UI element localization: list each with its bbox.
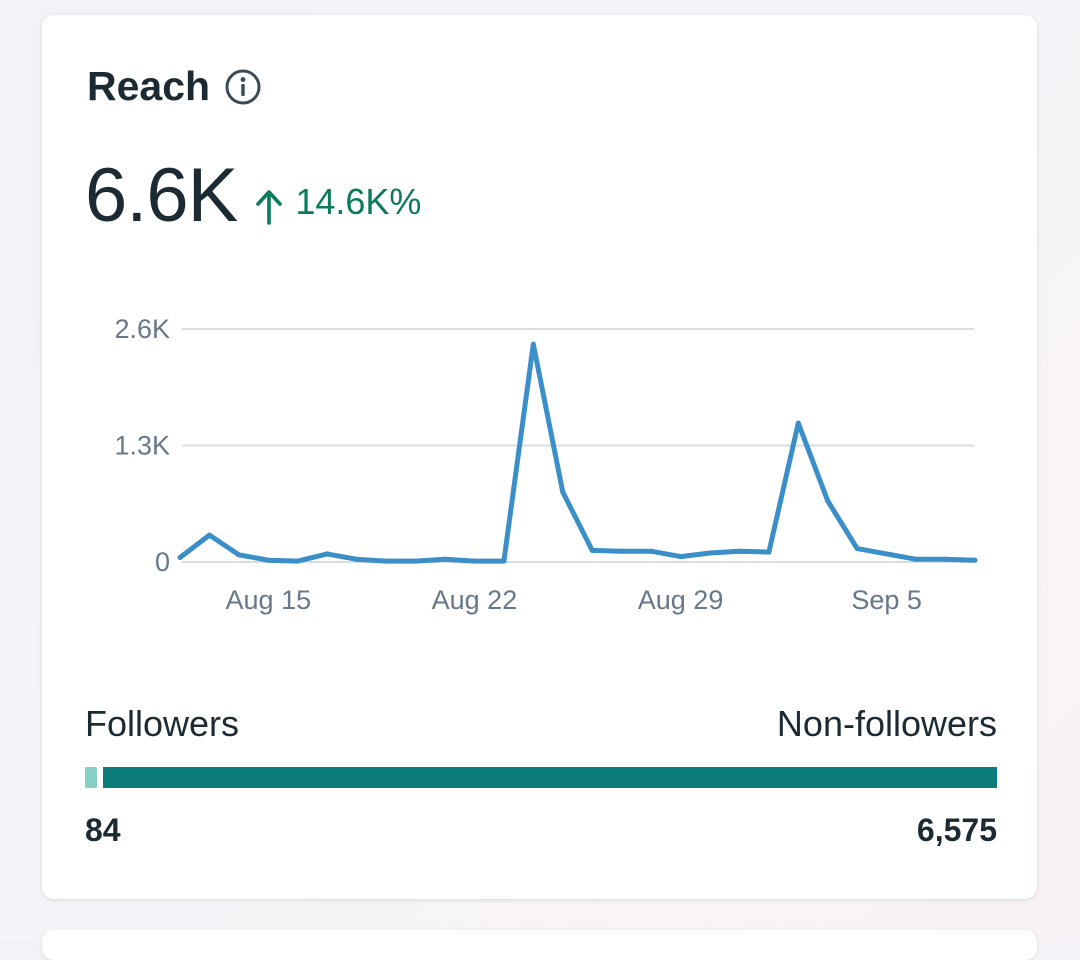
- data-point: [530, 341, 536, 347]
- arrow-up-icon: [253, 187, 285, 225]
- data-point: [295, 558, 301, 564]
- x-tick-label: Aug 29: [638, 585, 724, 615]
- x-tick-label: Sep 5: [851, 585, 922, 615]
- data-point: [766, 549, 772, 555]
- nonfollowers-value: 6,575: [916, 812, 997, 848]
- nonfollowers-segment: [103, 767, 997, 788]
- data-point: [854, 546, 860, 552]
- data-point: [707, 550, 713, 556]
- audience-split-bar: [85, 767, 997, 788]
- reach-value: 6.6K: [85, 153, 238, 238]
- data-point: [236, 552, 242, 558]
- next-card: [42, 930, 1037, 960]
- reach-line-chart: 0 1.3K 2.6K Aug 15 Aug 22 Aug 29 Sep 5: [114, 314, 978, 615]
- data-point: [884, 551, 890, 557]
- data-point: [589, 547, 595, 553]
- data-point: [560, 489, 566, 495]
- change-value: 14.6K%: [295, 181, 422, 222]
- info-circle-icon[interactable]: [224, 68, 262, 106]
- reach-series-line: [177, 341, 978, 564]
- data-point: [324, 551, 330, 557]
- data-point: [354, 556, 360, 562]
- y-tick-label: 1.3K: [114, 431, 170, 461]
- data-point: [648, 548, 654, 554]
- data-point: [825, 498, 831, 504]
- card-header: Reach: [87, 63, 262, 110]
- data-point: [943, 556, 949, 562]
- audience-labels: Followers Non-followers: [85, 703, 997, 745]
- card-title: Reach: [87, 63, 211, 109]
- x-tick-label: Aug 15: [226, 585, 312, 615]
- data-point: [678, 554, 684, 560]
- data-point: [736, 548, 742, 554]
- data-point: [206, 532, 212, 538]
- data-point: [795, 420, 801, 426]
- x-tick-label: Aug 22: [432, 585, 518, 615]
- y-tick-label: 2.6K: [114, 314, 170, 344]
- data-point: [177, 555, 183, 561]
- metric-row: 6.6K 14.6K%: [85, 152, 421, 239]
- audience-values: 84 6,575: [85, 812, 997, 849]
- data-point: [619, 548, 625, 554]
- data-point: [972, 557, 978, 563]
- data-point: [501, 558, 507, 564]
- data-point: [383, 558, 389, 564]
- followers-label: Followers: [85, 703, 240, 744]
- followers-segment: [85, 767, 97, 788]
- data-point: [442, 556, 448, 562]
- data-point: [413, 558, 419, 564]
- nonfollowers-label: Non-followers: [776, 703, 997, 744]
- followers-value: 84: [85, 812, 121, 848]
- reach-card: Reach 6.6K 14.6K% 0 1.3K 2.6K Aug 15 Aug 22 A…: [42, 15, 1037, 899]
- data-point: [471, 558, 477, 564]
- y-tick-label: 0: [155, 547, 170, 577]
- data-point: [913, 556, 919, 562]
- change-badge: 14.6K%: [253, 181, 422, 225]
- data-point: [265, 557, 271, 563]
